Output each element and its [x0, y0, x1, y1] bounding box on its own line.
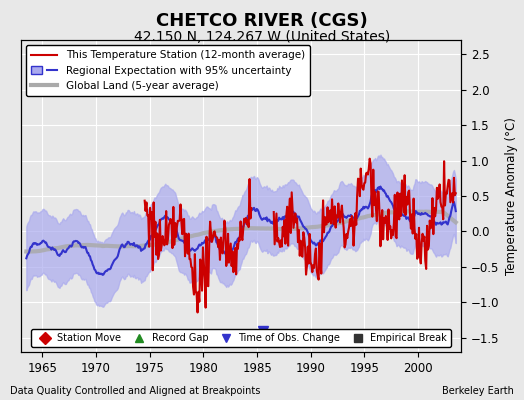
Text: Data Quality Controlled and Aligned at Breakpoints: Data Quality Controlled and Aligned at B… — [10, 386, 261, 396]
Y-axis label: Temperature Anomaly (°C): Temperature Anomaly (°C) — [505, 117, 518, 275]
Text: 42.150 N, 124.267 W (United States): 42.150 N, 124.267 W (United States) — [134, 30, 390, 44]
Text: Berkeley Earth: Berkeley Earth — [442, 386, 514, 396]
Text: CHETCO RIVER (CGS): CHETCO RIVER (CGS) — [156, 12, 368, 30]
Legend: Station Move, Record Gap, Time of Obs. Change, Empirical Break: Station Move, Record Gap, Time of Obs. C… — [31, 329, 451, 347]
